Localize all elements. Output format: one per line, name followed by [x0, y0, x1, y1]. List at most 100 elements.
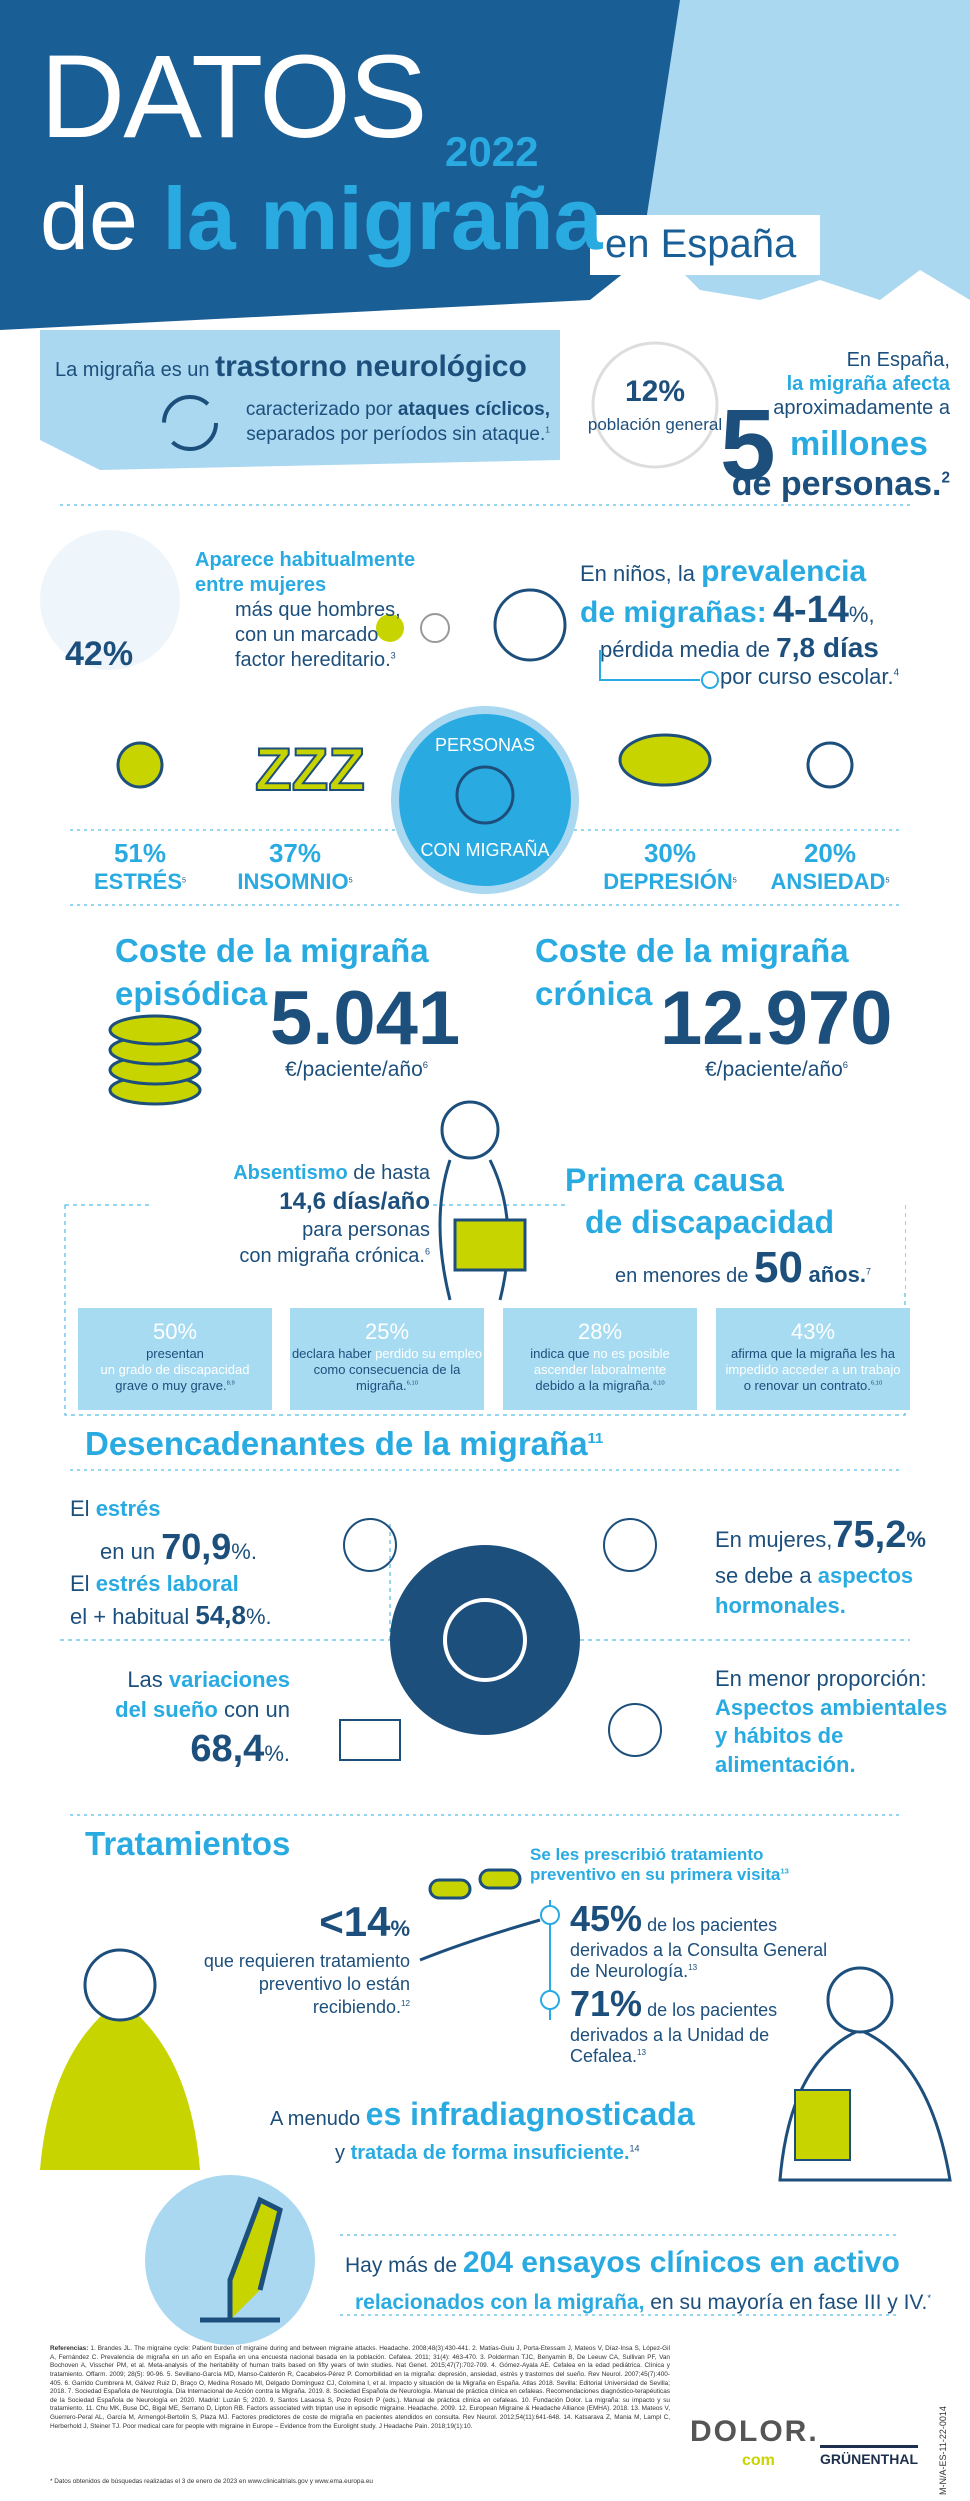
text: estrés — [95, 1496, 161, 1521]
text: con migraña crónica. — [239, 1245, 425, 1268]
cost-title: Coste de la migraña episódica — [115, 930, 429, 1016]
intro-detail: caracterizado por ataques cíclicos, separ… — [230, 398, 550, 447]
text: prevalencia — [701, 555, 867, 588]
text: Primera causa — [565, 1162, 784, 1198]
text: En menor proporción: — [715, 1666, 927, 1691]
text: pérdida media de — [600, 637, 771, 662]
text: debido a la migraña. — [535, 1378, 654, 1393]
text: indica que — [530, 1345, 590, 1361]
intro-box — [40, 330, 560, 470]
graphic — [478, 1868, 522, 1890]
text: separados por períodos sin ataque. — [246, 423, 546, 445]
pct: 25% — [364, 1319, 410, 1344]
cost-value: 12.970 — [660, 976, 893, 1061]
pct: 28% — [577, 1319, 623, 1344]
cost-value: 5.041 — [270, 976, 461, 1061]
text: Coste de la migraña — [535, 932, 849, 969]
stat-box: 28% indica que no es posible ascender lab… — [503, 1308, 697, 1410]
children-text: En niños, la prevalencia de migrañas: 4-… — [580, 555, 920, 690]
text: y — [335, 2142, 345, 2164]
text: impedido acceder a un trabajo — [725, 1361, 901, 1377]
text: En niños, la — [580, 561, 695, 586]
ref: 6,10 — [870, 1380, 883, 1387]
stress-icon — [116, 741, 164, 789]
worker-figure — [438, 1100, 527, 1301]
text: que requieren tratamiento preventivo lo … — [203, 1950, 410, 2018]
text: se debe a — [715, 1563, 812, 1589]
subtitle-patch — [590, 215, 820, 275]
text: 75,2 — [832, 1514, 907, 1556]
label: INSOMNIO — [237, 869, 349, 894]
graphic — [108, 1014, 202, 1046]
title-2a: de — [40, 169, 138, 268]
graphic — [826, 1966, 894, 2034]
stress-text: El estrés en un 70,9%. El estrés laboral… — [70, 1495, 330, 1633]
text: por curso escolar. — [720, 664, 894, 689]
microscope — [200, 2196, 283, 2323]
women-pct: 42% — [65, 635, 134, 673]
text: 68,4 — [190, 1728, 265, 1771]
graphic — [83, 1948, 157, 2022]
text: 54,8 — [195, 1599, 246, 1630]
text: <14 — [319, 1898, 391, 1945]
text: % — [390, 1916, 410, 1941]
stress-face — [343, 1518, 397, 1572]
text: años. — [808, 1262, 866, 1288]
treatment-item: 45% de los pacientes derivados a la Cons… — [570, 1898, 830, 1982]
sleep-text: Las variaciones del sueño con un 68,4%. — [90, 1665, 290, 1776]
code: M-N/A-ES-11-22-0014 — [938, 2406, 948, 2495]
center-circle — [391, 706, 579, 894]
text: Las — [127, 1667, 163, 1692]
text: en su mayoría en fase III y IV. — [650, 2290, 928, 2314]
text: Aparece habitualmente — [195, 549, 416, 571]
graphic — [419, 1918, 541, 1962]
text: 4-14 — [772, 589, 849, 631]
text: relacionados con la migraña, — [355, 2290, 645, 2314]
pct: 51% — [113, 838, 167, 868]
text: de los pacientes derivados a la Unidad d… — [570, 2000, 778, 2066]
text: % — [906, 1527, 926, 1552]
text: variaciones del sueño — [115, 1667, 290, 1722]
text: un grado de discapacidad — [100, 1361, 250, 1377]
dot — [540, 1990, 560, 2010]
women-text: Aparece habitualmente entre mujeres más qu… — [195, 548, 435, 673]
label: DEPRESIÓN — [603, 869, 733, 894]
text: no es posible ascender laboralmente — [533, 1345, 670, 1377]
text: 204 ensayos clínicos en activo — [462, 2246, 900, 2279]
text: con un marcado — [235, 624, 379, 646]
text: crónica — [535, 974, 653, 1012]
women-circle — [40, 530, 180, 670]
company: GRÜNENTHAL — [820, 2445, 918, 2467]
brand-suffix: com — [742, 2452, 775, 2469]
text: de personas. — [731, 465, 942, 503]
woman-figure — [40, 1948, 200, 2170]
food-icon — [608, 1703, 662, 1757]
text: para personas — [302, 1219, 430, 1242]
text: tratada de forma insuficiente. — [350, 2142, 630, 2164]
title-2b: la migraña — [162, 169, 603, 268]
text: A menudo — [270, 2108, 361, 2130]
pct: 20% — [803, 838, 857, 868]
ref: 6 — [422, 1060, 429, 1071]
text: 14,6 días/año — [279, 1188, 430, 1215]
text: %. — [264, 1741, 290, 1767]
references: Referencias: 1. Brandes JL. The migraine… — [50, 2345, 670, 2431]
title-1: DATOS — [40, 31, 428, 163]
insomnia-icon: ZZZ — [255, 736, 365, 803]
dot — [701, 671, 719, 689]
comorbid-item: 30% DEPRESIÓN5 — [585, 838, 755, 895]
text: Coste de la migraña — [115, 932, 429, 969]
text: En España, — [846, 349, 950, 371]
label: ESTRÉS — [93, 869, 183, 894]
text: Referencias: — [50, 2345, 89, 2352]
comorbid-item: 20% ANSIEDAD5 — [745, 838, 915, 895]
pills-icon — [419, 1868, 541, 1962]
text: El — [70, 1496, 90, 1521]
disability-text: Primera causa de discapacidad en menores… — [565, 1160, 905, 1294]
text: caracterizado por — [245, 399, 393, 420]
stat-box: 50% presentan un grado de discapacidad grav… — [78, 1308, 272, 1410]
text: grave o muy grave. — [115, 1378, 227, 1393]
anxiety-icon — [806, 741, 854, 789]
trigger-circle — [390, 1545, 580, 1735]
text: de discapacidad — [585, 1203, 834, 1240]
